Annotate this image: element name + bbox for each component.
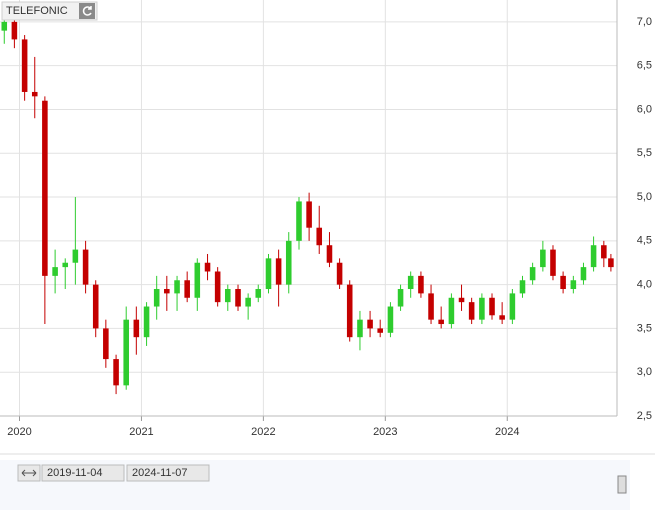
candle-body [387, 306, 394, 333]
chart-title: TELEFONIC [6, 5, 68, 17]
candle-body [31, 91, 38, 97]
candle-body [509, 293, 516, 320]
candle-body [357, 319, 363, 338]
candle-body [164, 289, 170, 294]
candle-body [499, 315, 505, 320]
candle-body [590, 245, 597, 268]
candle-body [52, 267, 58, 276]
range-start: 2019-11-04 [47, 467, 102, 479]
candle-body [285, 240, 292, 285]
y-tick-label: 6,5 [637, 60, 652, 72]
navigator-range[interactable]: 2019-11-04 2024-11-07 [17, 464, 627, 494]
y-tick-label: 3,0 [637, 366, 652, 378]
candle-body [194, 262, 201, 298]
y-tick-label: 4,0 [637, 279, 652, 291]
candle-body [489, 297, 495, 316]
candle-body [123, 319, 129, 386]
candle-body [479, 297, 485, 320]
candle-body [82, 249, 89, 285]
candle-body [11, 21, 18, 40]
candle-body [275, 258, 282, 285]
candle-body [428, 293, 434, 320]
candle-body [608, 258, 614, 268]
candle-body [570, 280, 577, 290]
candle-body [336, 262, 343, 285]
x-tick-label: 2020 [7, 426, 31, 438]
range-end-box[interactable] [126, 464, 210, 482]
x-tick-label: 2023 [373, 426, 397, 438]
candle-body [1, 21, 8, 31]
candle-body [306, 201, 312, 228]
y-tick-label: 5,0 [637, 191, 652, 203]
range-start-box[interactable] [41, 464, 125, 482]
candle-body [245, 297, 251, 307]
candle-body [458, 297, 465, 303]
candle-body [21, 39, 28, 92]
candle-body [133, 319, 140, 338]
candle-body [540, 249, 546, 268]
candle-body [529, 267, 536, 281]
candle-body [326, 245, 333, 263]
candle-body [62, 262, 69, 268]
candle-body [580, 267, 587, 281]
candle-body [113, 359, 119, 386]
candle-body [143, 306, 150, 338]
y-tick-label: 4,5 [637, 235, 652, 247]
candle-body [397, 289, 404, 307]
candle-body [153, 289, 160, 307]
candle-body [184, 280, 190, 298]
candle-body [601, 245, 607, 259]
candle-body [550, 249, 556, 276]
y-tick-label: 5,5 [637, 147, 652, 159]
candle-body [367, 319, 373, 329]
title-frame [1, 1, 98, 21]
candle-body [42, 100, 48, 276]
navigator-handle[interactable] [617, 475, 627, 494]
candle-body [316, 227, 323, 246]
y-tick-label: 6,0 [637, 103, 652, 115]
candle-body [265, 258, 272, 290]
candle-body [296, 201, 302, 241]
y-tick-label: 2,5 [637, 410, 652, 422]
candle-body [204, 262, 211, 272]
candle-body [92, 284, 99, 329]
candle-body [235, 289, 241, 307]
candle-body [255, 289, 262, 298]
candle-body [519, 280, 526, 294]
range-arrows [21, 469, 37, 477]
refresh-button[interactable] [79, 3, 95, 19]
x-tick-label: 2022 [251, 426, 275, 438]
x-tick-label: 2021 [129, 426, 153, 438]
candle-body [72, 249, 79, 263]
y-tick-label: 7,0 [637, 16, 652, 28]
candle-body [438, 319, 444, 325]
title-box[interactable]: TELEFONIC [1, 1, 98, 21]
x-tick-label: 2024 [495, 426, 519, 438]
candle-body [214, 271, 221, 303]
y-tick-label: 3,5 [637, 322, 652, 334]
candle-body [468, 302, 475, 320]
refresh-icon [82, 6, 92, 16]
candle-body [377, 328, 383, 333]
candle-body [448, 297, 455, 325]
candle-body [103, 328, 109, 360]
candle-body [407, 275, 414, 290]
candle-body [224, 289, 231, 303]
range-end: 2024-11-07 [132, 467, 187, 479]
candle-body [346, 284, 353, 338]
candle-body [174, 280, 180, 294]
candle-body [560, 275, 566, 290]
candle-body [418, 275, 424, 294]
